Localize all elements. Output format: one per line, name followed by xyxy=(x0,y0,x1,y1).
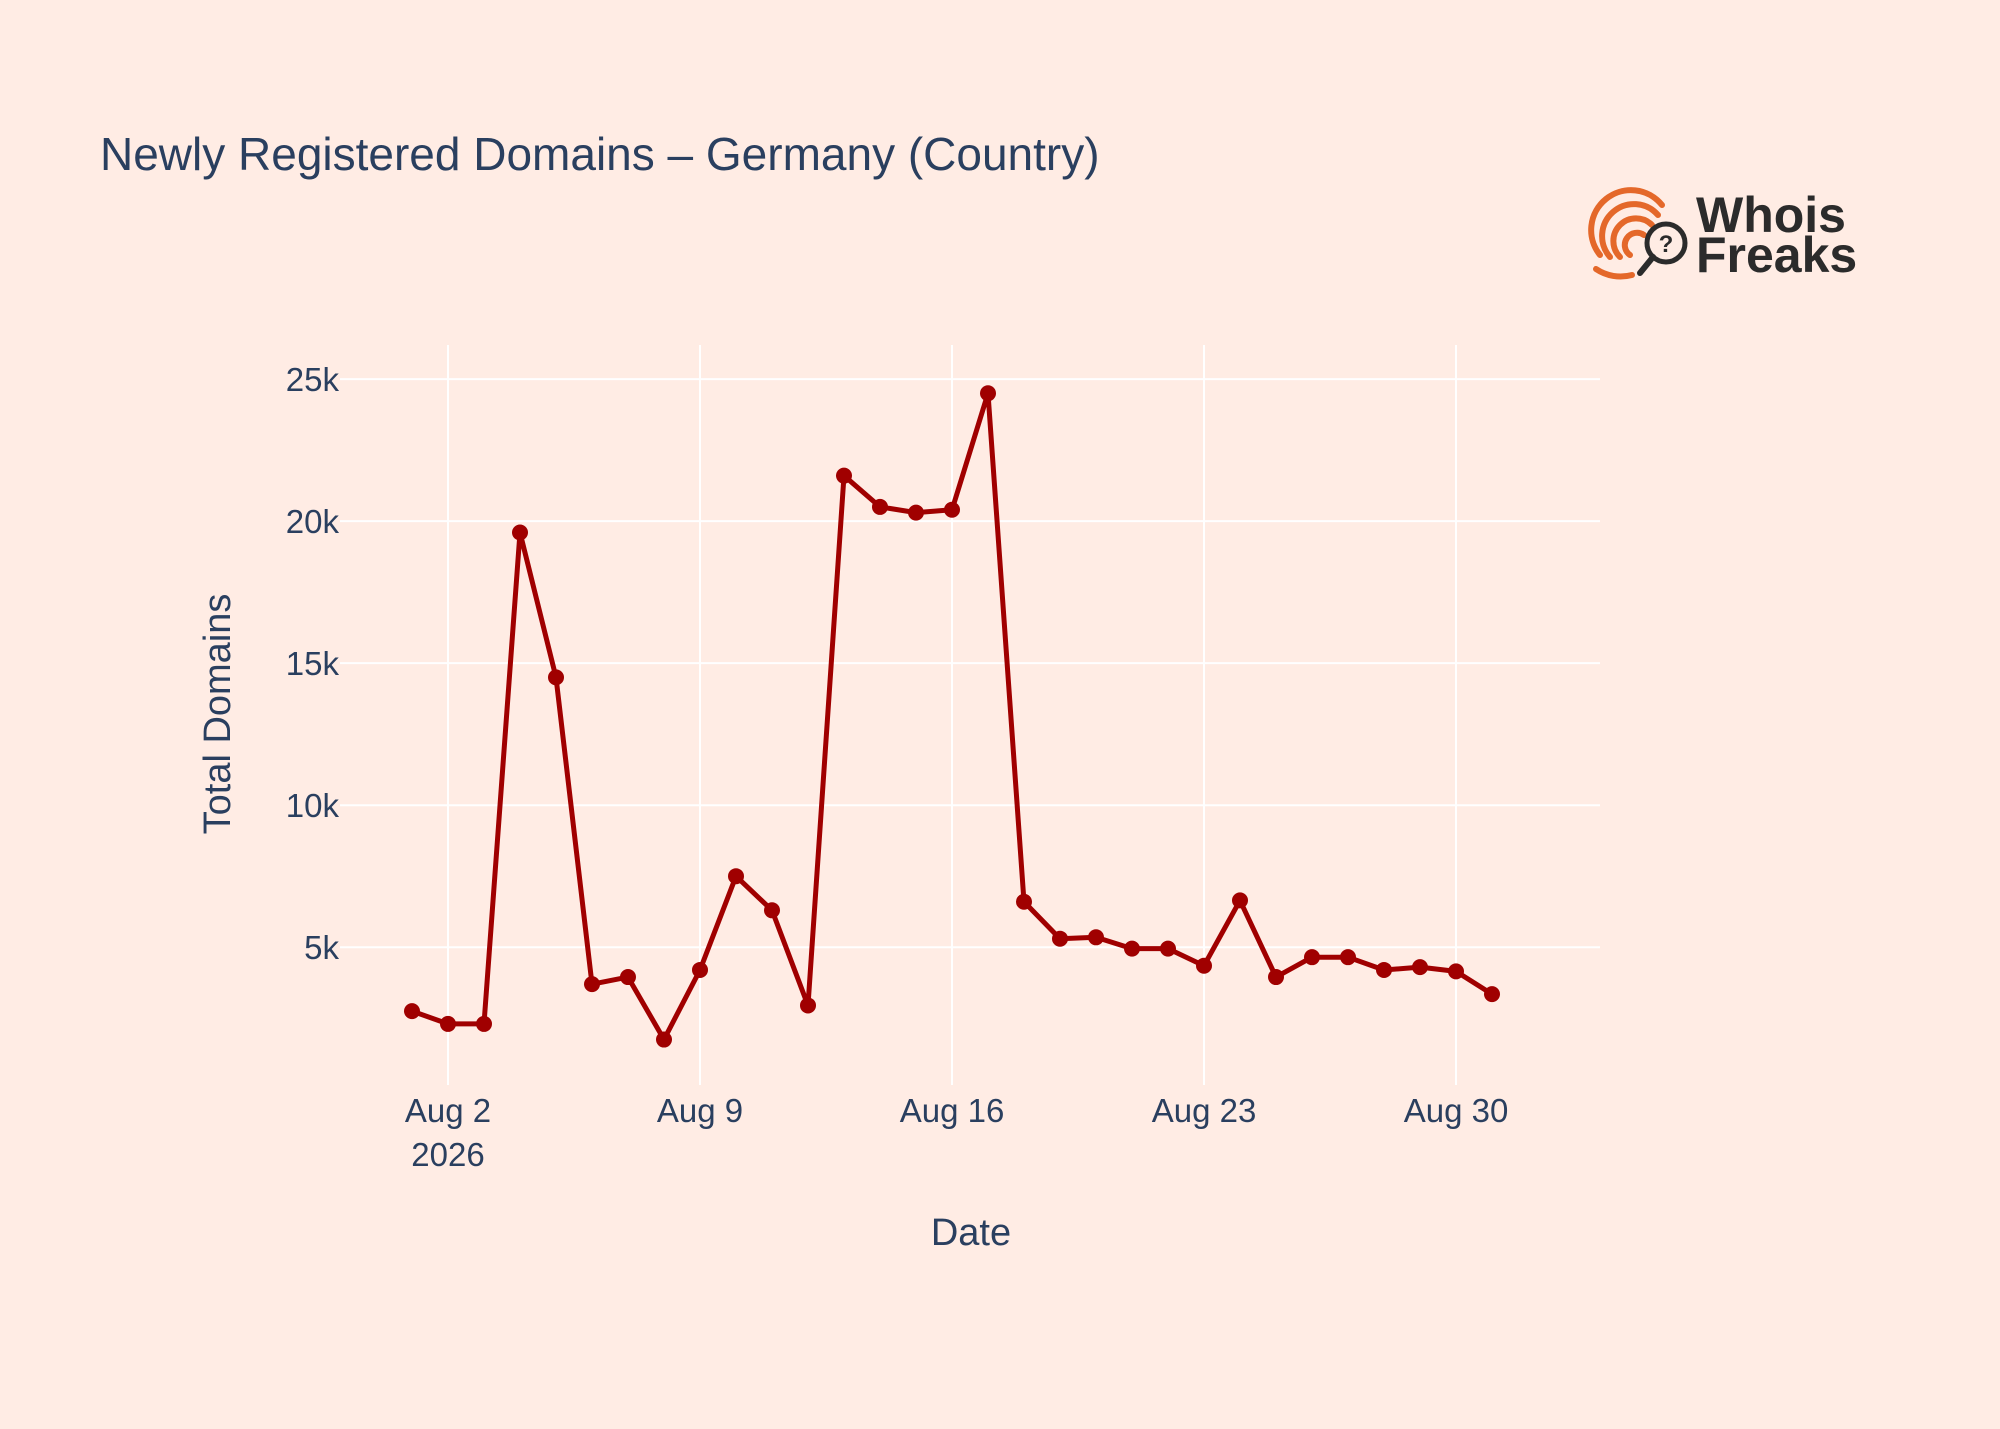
data-point[interactable] xyxy=(1268,969,1284,986)
data-point[interactable] xyxy=(836,467,852,484)
data-point[interactable] xyxy=(944,501,960,518)
data-point[interactable] xyxy=(1448,963,1464,980)
y-tick-label: 20k xyxy=(286,503,340,540)
data-point[interactable] xyxy=(1232,892,1248,909)
y-axis-ticks: 5k 10k 15k 20k 25k xyxy=(286,361,340,966)
x-tick-label: Aug 2 xyxy=(405,1092,491,1129)
x-tick-label: Aug 9 xyxy=(657,1092,743,1129)
grid xyxy=(340,345,1600,1085)
data-point[interactable] xyxy=(1412,959,1428,976)
y-tick-label: 25k xyxy=(286,361,340,398)
chart-title: Newly Registered Domains – Germany (Coun… xyxy=(100,128,1100,180)
data-point[interactable] xyxy=(1088,929,1104,946)
x-axis-ticks: Aug 2 2026 Aug 9 Aug 16 Aug 23 Aug 30 xyxy=(405,1092,1508,1173)
data-point[interactable] xyxy=(764,902,780,919)
data-point[interactable] xyxy=(1052,930,1068,947)
data-point[interactable] xyxy=(512,524,528,541)
logo-text-freaks: Freaks xyxy=(1696,227,1857,283)
data-point[interactable] xyxy=(692,961,708,978)
y-tick-label: 15k xyxy=(286,645,340,682)
svg-text:?: ? xyxy=(1659,231,1674,258)
data-point[interactable] xyxy=(728,868,744,885)
logo: ? Whois Freaks xyxy=(1588,187,1857,283)
data-point[interactable] xyxy=(1016,893,1032,910)
data-point[interactable] xyxy=(1196,957,1212,974)
y-tick-label: 5k xyxy=(304,929,339,966)
data-point[interactable] xyxy=(476,1015,492,1032)
y-axis-title: Total Domains xyxy=(197,594,239,835)
data-point[interactable] xyxy=(800,997,816,1014)
logo-text-whois: Whois xyxy=(1696,187,1846,243)
y-tick-label: 10k xyxy=(286,787,340,824)
x-axis-title: Date xyxy=(931,1212,1011,1254)
data-point[interactable] xyxy=(1376,961,1392,978)
x-tick-label: Aug 16 xyxy=(900,1092,1005,1129)
data-point[interactable] xyxy=(908,504,924,521)
data-point[interactable] xyxy=(872,498,888,515)
x-tick-sublabel: 2026 xyxy=(411,1136,484,1173)
fingerprint-magnifier-icon: ? xyxy=(1588,187,1688,280)
data-point[interactable] xyxy=(620,969,636,986)
data-point[interactable] xyxy=(1340,949,1356,966)
data-point[interactable] xyxy=(980,385,996,402)
series-total-domains xyxy=(404,385,1500,1048)
data-point[interactable] xyxy=(1124,940,1140,957)
data-point[interactable] xyxy=(548,669,564,686)
data-point[interactable] xyxy=(584,976,600,993)
data-point[interactable] xyxy=(440,1015,456,1032)
data-point[interactable] xyxy=(1484,986,1500,1003)
x-tick-label: Aug 23 xyxy=(1152,1092,1257,1129)
x-tick-label: Aug 30 xyxy=(1404,1092,1509,1129)
data-point[interactable] xyxy=(1160,940,1176,957)
data-point[interactable] xyxy=(1304,949,1320,966)
data-point[interactable] xyxy=(404,1003,420,1020)
data-point[interactable] xyxy=(656,1031,672,1048)
